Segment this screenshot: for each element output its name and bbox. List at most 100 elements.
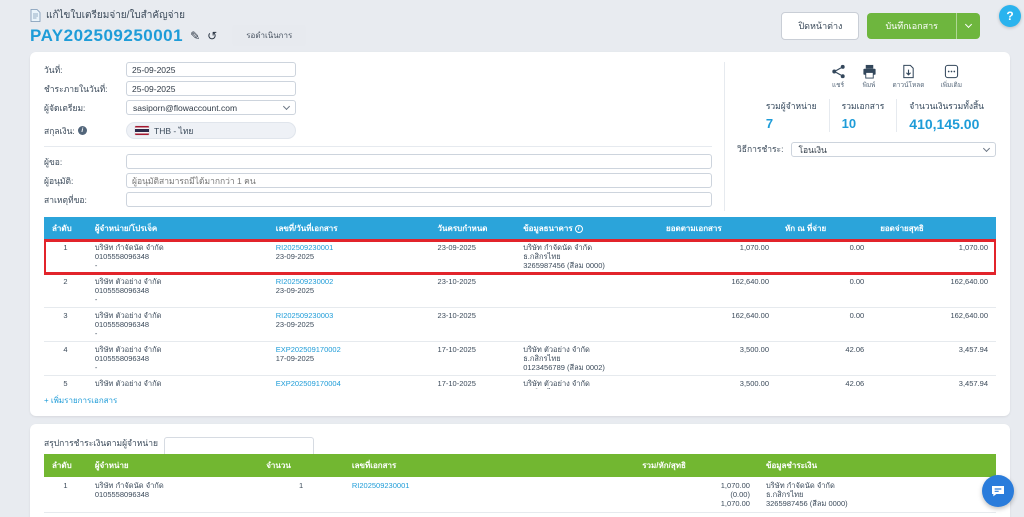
vendor-name: บริษัท ตัวอย่าง จำกัด [94,345,162,354]
share-icon [831,64,845,79]
payment-info-cell [757,512,996,517]
due-date-cell: 17-10-2025 [429,375,516,389]
col-payment-info: ข้อมูลชำระเงิน [757,454,996,477]
due-date-label: ชำระภายในวันที่: [44,83,108,94]
print-icon [862,64,876,79]
chat-bubble-icon [992,486,1004,497]
print-label: พิมพ์ [862,82,876,89]
payment-method-select[interactable]: โอนเงิน [791,142,996,157]
preparer-label: ผู้จัดเตรียม: [44,102,86,113]
document-number-link[interactable]: RI202509230002 [275,277,334,286]
vendor-name: บริษัท กำจัดนัด จำกัด [94,481,164,490]
form-left-column: วันที่: ชำระภายในวันที่: ผู้จัดเตรียม: s… [44,62,724,211]
more-button[interactable]: เพิ่มเติม [940,64,962,90]
summary-tab[interactable] [163,437,314,454]
document-table-row[interactable]: 4 บริษัท ตัวอย่าง จำกัด 0105558096348 - … [44,341,996,376]
edit-pencil-icon[interactable]: ✎ [190,28,201,43]
vendor-cell: บริษัท ตัวอย่าง จำกัด 0105558096348 [86,512,259,517]
vendor-extra: - [94,295,98,304]
top-bar: แก้ไขใบเตรียมจ่าย/ใบสำคัญจ่าย PAY2025092… [0,0,1024,46]
document-number-link[interactable]: EXP202509170002 [275,345,341,354]
save-document-button[interactable]: บันทึกเอกสาร [867,13,956,39]
download-icon [903,64,914,79]
total-amount: 1,070.00 [720,481,750,490]
doc-no-cell: RI202509230003 23-09-2025 [267,307,430,342]
requester-input[interactable] [126,154,712,169]
summary-table-row[interactable]: 2 บริษัท ตัวอย่าง จำกัด 0105558096348 2 … [44,512,996,517]
stat-value: 7 [765,116,774,131]
document-number-link[interactable]: RI202509230003 [275,311,334,320]
vendor-tax-id: 0105558096348 [95,388,260,389]
payee-bank: ธ.กสิกรไทย [765,490,804,499]
amounts-cell: 1,070.00 (0.00) 1,070.00 [634,477,758,513]
doc-no-cell: EXP202509170004 17-09-2025 [267,375,430,389]
vendor-cell: บริษัท ตัวอย่าง จำกัด 0105558096348 - [86,375,268,389]
help-button[interactable]: ? [999,5,1021,27]
document-table-row[interactable]: 5 บริษัท ตัวอย่าง จำกัด 0105558096348 - … [44,375,996,389]
vendor-name: บริษัท ตัวอย่าง จำกัด [94,277,162,286]
share-button[interactable]: แชร์ [831,64,846,90]
vendor-cell: บริษัท ตัวอย่าง จำกัด 0105558096348 - [86,307,268,342]
top-actions: ปิดหน้าต่าง บันทึกเอกสาร [781,12,980,40]
preparer-select[interactable]: sasiporn@flowaccount.com [126,100,296,115]
bank-name: ธ.กสิกรไทย [523,354,561,363]
row-seq: 2 [44,273,87,308]
vendor-tax-id: 0105558096348 [94,286,150,295]
download-button[interactable]: ดาวน์โหลด [892,64,925,90]
row-seq: 5 [44,375,87,389]
document-date: 17-09-2025 [275,354,315,363]
reason-input[interactable] [126,192,712,207]
col-doc-no: เลขที่/วันที่เอกสาร [267,217,430,240]
document-date: 23-09-2025 [275,320,315,329]
stat-value: 410,145.00 [909,116,980,132]
doc-no-cell: RI202509230001 23-09-2025 [267,240,430,274]
doc-count-cell: 2 [258,512,344,517]
document-number: PAY202509250001 [30,25,184,45]
vendor-extra: - [94,329,98,338]
chevron-down-icon [964,20,973,29]
history-icon[interactable]: ↺ [207,28,218,43]
document-table-row[interactable]: 2 บริษัท ตัวอย่าง จำกัด 0105558096348 - … [44,273,996,308]
bank-account-name: บริษัท ตัวอย่าง จำกัด [523,379,590,388]
amount-cell: 162,640.00 [658,307,777,342]
document-table-row[interactable]: 3 บริษัท ตัวอย่าง จำกัด 0105558096348 - … [44,307,996,342]
document-table-row[interactable]: 1 บริษัท กำจัดนัด จำกัด 0105558096348 - … [44,239,996,275]
download-label: ดาวน์โหลด [892,82,925,89]
summary-table-row[interactable]: 1 บริษัท กำจัดนัด จำกัด 0105558096348 1 … [44,477,996,513]
vendor-cell: บริษัท ตัวอย่าง จำกัด 0105558096348 - [86,273,268,308]
vendor-name: บริษัท กำจัดนัด จำกัด [94,243,164,252]
document-number-link[interactable]: RI202509230001 [275,243,334,252]
due-date-input[interactable] [126,81,296,96]
amount-cell: 3,500.00 [658,341,777,376]
bank-info-cell: บริษัท กำจัดนัด จำกัด ธ.กสิกรไทย 3265987… [515,240,658,274]
summary-section-title: สรุปการชำระเงินตามผู้จำหน่าย [44,438,158,448]
doc-no-cell: EXP202509170002 17-09-2025 [267,341,430,376]
print-button[interactable]: พิมพ์ [862,64,877,90]
due-date-cell: 23-10-2025 [429,273,516,308]
net-cell: 1,070.00 [872,240,996,274]
add-document-row-link[interactable]: + เพิ่มรายการเอกสาร [44,396,118,405]
totals-summary: รวมผู้จำหน่าย 7 รวมเอกสาร 10 จำนวนเงินรว… [737,99,996,132]
chat-support-button[interactable] [982,475,1014,507]
approver-input[interactable] [126,173,712,188]
info-icon[interactable]: i [574,225,583,233]
wht-cell: 42.06 [777,341,873,376]
document-number-link[interactable]: EXP202509170004 [275,379,341,388]
currency-label: สกุลเงิน: i [44,124,126,138]
bank-name: ธ.กสิกรไทย [523,252,561,261]
close-window-button[interactable]: ปิดหน้าต่าง [781,12,860,40]
stat-label: รวมเอกสาร [841,101,885,111]
row-seq: 1 [44,240,87,274]
stat-value: 10 [841,116,857,131]
save-options-caret-button[interactable] [956,13,980,39]
date-input[interactable] [126,62,296,77]
bank-info-cell [515,273,658,308]
vendor-extra: - [94,363,98,372]
due-date-cell: 23-09-2025 [429,240,516,274]
bank-account-number: 3265987456 (สีลม 0000) [523,261,605,270]
doc-numbers-cell: RI202509230002, RI202509230003 [343,512,635,517]
stat-label: รวมผู้จำหน่าย [765,101,817,111]
info-icon[interactable]: i [77,126,87,135]
document-numbers-link[interactable]: RI202509230001 [351,481,410,490]
vendor-tax-id: 0105558096348 [94,320,150,329]
